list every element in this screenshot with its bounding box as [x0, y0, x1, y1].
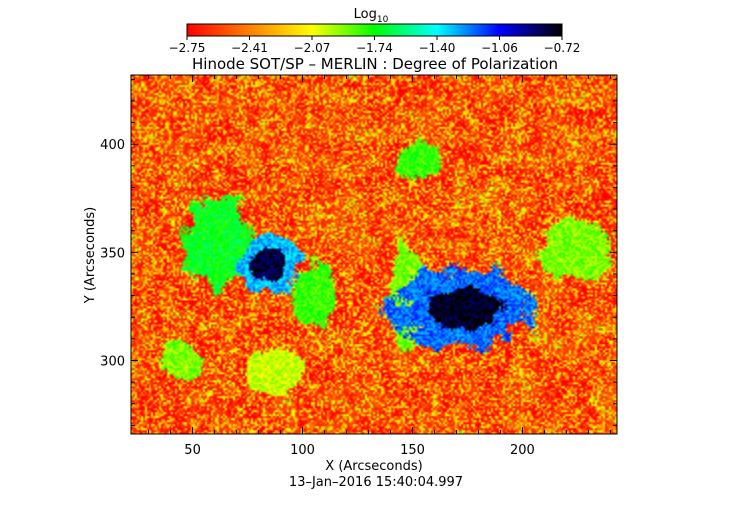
x-tick-label: 150	[400, 443, 425, 458]
y-axis-label: Y (Arcseconds)	[83, 207, 98, 304]
heatmap-image	[131, 75, 617, 434]
x-tick-label: 50	[184, 443, 201, 458]
colorbar-tick-label: −1.40	[419, 41, 456, 55]
y-tick-label: 350	[100, 246, 125, 261]
y-tick-label: 300	[100, 354, 125, 369]
colorbar-tick-label: −2.07	[294, 41, 331, 55]
x-axis-ticks: 50 100 150 200	[148, 75, 611, 458]
colorbar-tick-label: −2.75	[169, 41, 206, 55]
colorbar-label: Log10	[354, 7, 389, 25]
x-axis-label: X (Arcseconds)	[325, 459, 422, 474]
chart-title: Hinode SOT/SP – MERLIN : Degree of Polar…	[192, 55, 558, 73]
colorbar-ticks: −2.75 −2.41 −2.07 −1.74 −1.40 −1.06 −0.72	[169, 36, 581, 55]
colorbar-tick-label: −0.72	[544, 41, 581, 55]
colorbar-tick-label: −2.41	[231, 41, 268, 55]
timestamp: 13–Jan–2016 15:40:04.997	[289, 475, 463, 490]
colorbar	[186, 23, 563, 37]
x-tick-label: 200	[510, 443, 535, 458]
colorbar-tick-label: −1.06	[481, 41, 518, 55]
plot-frame	[130, 74, 618, 435]
colorbar-tick-label: −1.74	[356, 41, 393, 55]
x-tick-label: 100	[290, 443, 315, 458]
y-axis-ticks: 300 350 400	[100, 78, 617, 426]
y-tick-label: 400	[100, 138, 125, 153]
